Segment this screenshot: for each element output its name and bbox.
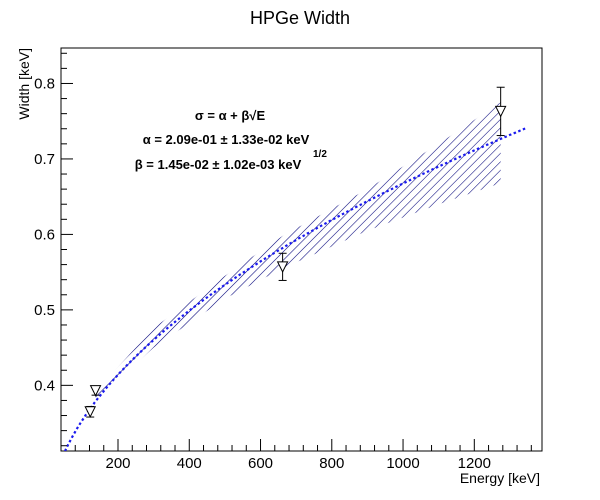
y-tick-label: 0.8	[34, 75, 55, 92]
annotation-alpha: α = 2.09e-01 ± 1.33e-02 keV	[143, 132, 310, 147]
annotation-model: σ = α + β√E	[195, 108, 266, 123]
x-tick-label: 600	[248, 455, 273, 472]
down-triangle-marker	[276, 261, 289, 273]
y-axis-label: Width [keV]	[16, 48, 32, 120]
chart-title: HPGe Width	[250, 8, 350, 28]
x-tick-label: 200	[105, 455, 130, 472]
x-tick-label: 800	[319, 455, 344, 472]
x-axis-label: Energy [keV]	[460, 470, 540, 486]
down-triangle-marker	[494, 105, 507, 118]
down-triangle-marker	[89, 385, 102, 397]
annotation-beta-superscript: 1/2	[313, 149, 327, 160]
x-tick-label: 1000	[386, 455, 419, 472]
x-tick-label: 400	[177, 455, 202, 472]
y-tick-label: 0.4	[34, 377, 55, 394]
data-point	[276, 252, 289, 281]
data-point	[84, 405, 97, 418]
y-tick-label: 0.7	[34, 151, 55, 168]
x-tick-label: 1200	[458, 455, 491, 472]
data-point	[89, 385, 102, 397]
annotation-beta: β = 1.45e-02 ± 1.02e-03 keV	[135, 157, 302, 172]
y-tick-label: 0.5	[34, 302, 55, 319]
y-tick-label: 0.6	[34, 226, 55, 243]
confidence-band	[95, 102, 501, 401]
data-point	[494, 86, 507, 137]
down-triangle-marker	[84, 406, 97, 418]
